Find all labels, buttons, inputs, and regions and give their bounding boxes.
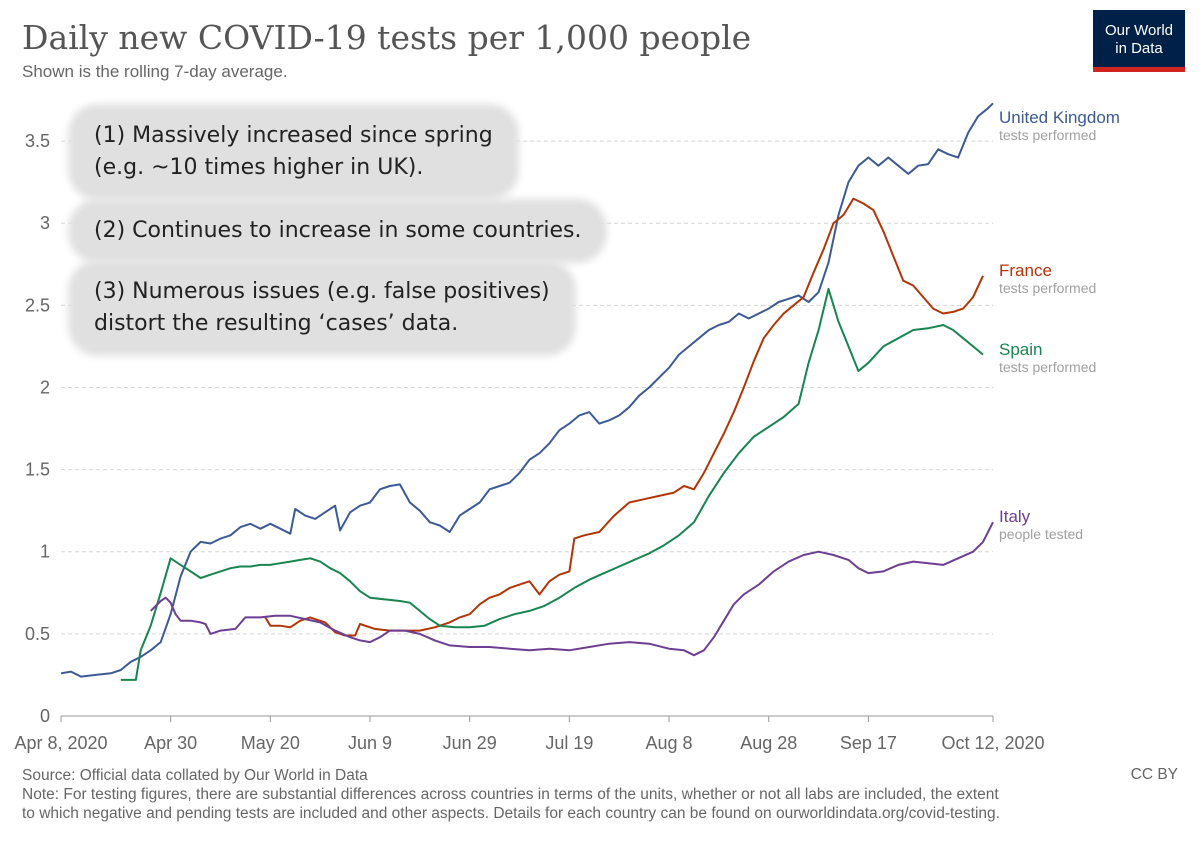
- x-tick-label: Apr 30: [144, 733, 197, 753]
- y-tick-label: 1: [40, 542, 50, 562]
- series-label-spain: Spain: [999, 340, 1042, 359]
- annotation-3-line-1: (3) Numerous issues (e.g. false positive…: [94, 279, 550, 304]
- license-link[interactable]: CC BY: [1130, 766, 1178, 783]
- annotation-1: (1) Massively increased since spring (e.…: [74, 110, 513, 194]
- series-sublabel-united-kingdom: tests performed: [999, 127, 1096, 143]
- logo-line-1: Our World: [1104, 22, 1174, 39]
- footer-note-line-2: to which negative and pending tests are …: [22, 805, 1000, 822]
- x-tick-label: Sep 17: [840, 733, 897, 753]
- y-tick-label: 0.5: [25, 624, 50, 644]
- y-tick-label: 2: [40, 377, 50, 397]
- x-tick-label: Aug 28: [740, 733, 797, 753]
- x-tick-label: Oct 12, 2020: [941, 733, 1044, 753]
- series-line-united-kingdom[interactable]: [60, 102, 994, 678]
- chart-subtitle: Shown is the rolling 7-day average.: [22, 62, 288, 81]
- series-line-france[interactable]: [264, 197, 984, 637]
- series-label-united-kingdom: United Kingdom: [999, 108, 1120, 127]
- series-label-france: France: [999, 261, 1052, 280]
- series-line-spain[interactable]: [120, 287, 984, 681]
- series-line-italy[interactable]: [149, 521, 994, 657]
- series-sublabel-italy: people tested: [999, 526, 1083, 542]
- annotation-1-line-2: (e.g. ~10 times higher in UK).: [94, 155, 424, 180]
- annotation-3: (3) Numerous issues (e.g. false positive…: [74, 266, 570, 350]
- x-tick-label: Apr 8, 2020: [14, 733, 107, 753]
- x-tick-label: Jul 19: [545, 733, 593, 753]
- series-sublabel-spain: tests performed: [999, 359, 1096, 375]
- series-sublabel-france: tests performed: [999, 280, 1096, 296]
- annotation-1-line-1: (1) Massively increased since spring: [94, 123, 493, 148]
- y-tick-label: 2.5: [25, 295, 50, 315]
- y-tick-label: 3: [40, 213, 50, 233]
- x-tick-label: Aug 8: [646, 733, 693, 753]
- series-label-italy: Italy: [999, 507, 1031, 526]
- footer-note-line-1: Note: For testing figures, there are sub…: [22, 786, 999, 803]
- footer-source: Source: Official data collated by Our Wo…: [22, 767, 368, 784]
- y-tick-label: 1.5: [25, 460, 50, 480]
- x-tick-label: Jun 29: [443, 733, 497, 753]
- owid-logo[interactable]: Our World in Data: [1093, 10, 1185, 72]
- y-tick-label: 0: [40, 706, 50, 726]
- chart-title: Daily new COVID-19 tests per 1,000 peopl…: [22, 18, 752, 57]
- y-tick-label: 3.5: [25, 131, 50, 151]
- axes: 0 0.5 1 1.5 2 2.5 3 3.5 Apr 8, 2020 Apr 30 May 20 J…: [14, 131, 1044, 753]
- annotation-2-line-1: (2) Continues to increase in some countr…: [94, 218, 582, 243]
- footer: Source: Official data collated by Our Wo…: [22, 766, 1000, 823]
- annotation-3-line-2: distort the resulting ‘cases’ data.: [94, 311, 459, 336]
- x-tick-label: Jun 9: [348, 733, 392, 753]
- x-tick-label: May 20: [241, 733, 300, 753]
- logo-line-2: in Data: [1115, 40, 1163, 57]
- series-lines: [60, 102, 994, 681]
- annotation-2: (2) Continues to increase in some countr…: [74, 205, 602, 257]
